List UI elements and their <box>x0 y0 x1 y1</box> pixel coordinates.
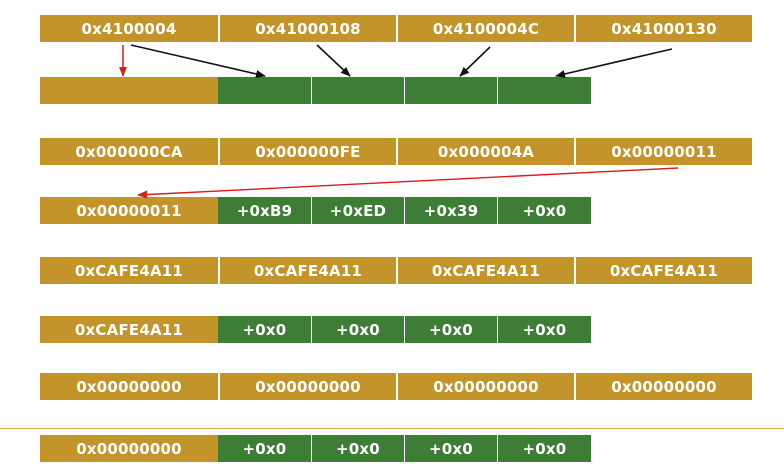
address-cell-0-0: 0x4100004 <box>40 15 218 42</box>
address-cell-4-2: 0xCAFE4A11 <box>398 257 574 284</box>
address-cell-2-3: 0x00000011 <box>576 138 752 165</box>
address-cell-6-2: 0x00000000 <box>398 373 574 400</box>
offset-cell-1-0 <box>218 77 312 104</box>
address-cell-6-1: 0x00000000 <box>220 373 396 400</box>
offset-cell-3-1: +0xED <box>312 197 405 224</box>
address-cell-4-0: 0xCAFE4A11 <box>40 257 218 284</box>
pointer-arrow-3 <box>459 46 491 77</box>
address-cell-6-0: 0x00000000 <box>40 373 218 400</box>
address-cell-2-2: 0x000004A <box>398 138 574 165</box>
pointer-arrow-4 <box>555 48 673 78</box>
address-cell-4-1: 0xCAFE4A11 <box>220 257 396 284</box>
offset-cell-1-3 <box>498 77 591 104</box>
address-cell-0-2: 0x4100004C <box>398 15 574 42</box>
pointer-arrow-2 <box>316 44 351 77</box>
offset-cell-3-0: +0xB9 <box>218 197 312 224</box>
address-cell-2-1: 0x000000FE <box>220 138 396 165</box>
offset-cell-5-3: +0x0 <box>498 316 591 343</box>
address-cell-6-3: 0x00000000 <box>576 373 752 400</box>
address-cell-0-3: 0x41000130 <box>576 15 752 42</box>
address-cell-2-0: 0x000000CA <box>40 138 218 165</box>
address-cell-0-1: 0x41000108 <box>220 15 396 42</box>
pointer-arrow-5 <box>137 167 679 199</box>
offset-cell-3-3: +0x0 <box>498 197 591 224</box>
offset-cell-3-2: +0x39 <box>405 197 498 224</box>
base-cell-3: 0x00000011 <box>40 197 218 224</box>
offset-cell-7-2: +0x0 <box>405 435 498 462</box>
base-cell-5: 0xCAFE4A11 <box>40 316 218 343</box>
offset-cell-5-1: +0x0 <box>312 316 405 343</box>
offset-cell-5-2: +0x0 <box>405 316 498 343</box>
base-cell-7: 0x00000000 <box>40 435 218 462</box>
offset-cell-1-2 <box>405 77 498 104</box>
offset-cell-7-0: +0x0 <box>218 435 312 462</box>
pointer-arrow-1 <box>130 44 266 78</box>
base-cell-1 <box>40 77 218 104</box>
offset-cell-7-3: +0x0 <box>498 435 591 462</box>
offset-cell-5-0: +0x0 <box>218 316 312 343</box>
offset-cell-7-1: +0x0 <box>312 435 405 462</box>
address-cell-4-3: 0xCAFE4A11 <box>576 257 752 284</box>
offset-cell-1-1 <box>312 77 405 104</box>
section-divider <box>0 428 784 429</box>
